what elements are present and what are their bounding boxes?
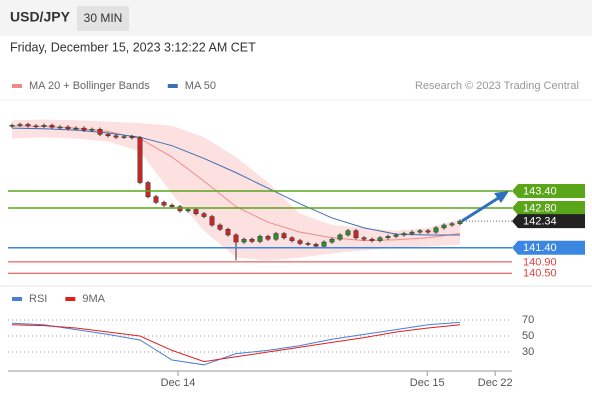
candle-body xyxy=(153,196,159,203)
candle-body xyxy=(193,209,199,214)
forecast-arrow-head xyxy=(494,191,509,203)
candle-body xyxy=(137,137,143,183)
candle-body xyxy=(89,129,95,131)
datetime: Friday, December 15, 2023 3:12:22 AM CET xyxy=(10,40,256,54)
legend-label: RSI xyxy=(29,293,47,305)
level-label: 142.34 xyxy=(523,215,557,227)
series-line xyxy=(11,127,460,236)
candle-body xyxy=(201,213,207,217)
x-tick-label: Dec 22 xyxy=(478,377,513,389)
candle-body xyxy=(17,124,23,126)
candle-body xyxy=(265,236,271,240)
candle-body xyxy=(9,125,15,127)
candle-body xyxy=(129,136,135,139)
level-label: 141.40 xyxy=(523,242,557,254)
symbol: USD/JPY xyxy=(10,9,71,25)
candle-body xyxy=(257,236,263,242)
candle-body xyxy=(353,230,359,239)
x-tick-label: Dec 15 xyxy=(410,377,445,389)
candle-body xyxy=(225,229,231,236)
level-box xyxy=(512,201,585,216)
candle-body xyxy=(73,127,79,130)
level-label: 142.80 xyxy=(523,202,557,214)
candle-body xyxy=(113,135,119,138)
candle-body xyxy=(377,237,383,241)
candle-body xyxy=(81,127,87,131)
legend-label: 9MA xyxy=(82,293,105,305)
candle-body xyxy=(433,227,439,233)
candle-body xyxy=(281,233,287,239)
level-box xyxy=(512,240,585,255)
candle-body xyxy=(145,182,151,197)
candle-body xyxy=(105,134,111,137)
candle-body xyxy=(425,230,431,233)
candle-body xyxy=(273,233,279,240)
candle-body xyxy=(321,241,327,247)
legend-swatch xyxy=(12,84,22,88)
candle-body xyxy=(33,125,39,128)
candle-body xyxy=(41,125,47,127)
candle-body xyxy=(385,236,391,239)
candle-body xyxy=(249,238,255,242)
legend-swatch xyxy=(12,297,22,301)
candle-body xyxy=(185,209,191,212)
candle-body xyxy=(169,204,175,207)
interval-label[interactable]: 30 MIN xyxy=(84,11,123,25)
candle-body xyxy=(297,240,303,244)
candle-body xyxy=(449,223,455,226)
candle-body xyxy=(121,136,127,138)
candle-body xyxy=(369,238,375,241)
candle-body xyxy=(217,224,223,230)
y-tick-label: 30 xyxy=(522,346,534,358)
level-label: 140.90 xyxy=(523,256,557,268)
level-label: 140.50 xyxy=(523,268,557,280)
legend-swatch xyxy=(167,84,178,88)
candle-body xyxy=(241,238,247,243)
legend-label: MA 20 + Bollinger Bands xyxy=(29,80,150,92)
level-box xyxy=(512,214,585,229)
candle-body xyxy=(233,234,239,243)
candle-body xyxy=(361,237,367,240)
y-tick-label: 70 xyxy=(522,314,534,326)
series-line xyxy=(11,321,461,366)
candle-body xyxy=(345,230,351,236)
y-tick-label: 50 xyxy=(522,330,534,342)
candle-body xyxy=(305,243,311,245)
x-tick-label: Dec 14 xyxy=(161,377,196,389)
candle-body xyxy=(337,234,343,240)
candle-body xyxy=(393,234,399,237)
candle-body xyxy=(417,230,423,233)
series-line xyxy=(11,324,461,363)
candle-body xyxy=(25,124,31,127)
candle-body xyxy=(329,238,335,243)
candle-body xyxy=(161,202,167,206)
legend-label: MA 50 xyxy=(185,80,216,92)
series-line xyxy=(11,125,461,242)
candle-body xyxy=(65,126,71,129)
bollinger-band xyxy=(12,119,460,261)
candle-body xyxy=(97,129,103,135)
forecast-arrow xyxy=(461,195,501,223)
candle-body xyxy=(401,233,407,236)
candle-body xyxy=(49,125,55,128)
level-box xyxy=(512,184,585,199)
level-label: 143.40 xyxy=(523,185,557,197)
interval-button[interactable] xyxy=(77,6,129,31)
candle-body xyxy=(313,244,319,247)
candle-body xyxy=(441,224,447,229)
candle-body xyxy=(209,216,215,226)
candle-body xyxy=(289,237,295,241)
candle-body xyxy=(409,231,415,234)
credit: Research © 2023 Trading Central xyxy=(415,80,579,92)
candle-body xyxy=(57,126,63,129)
legend-swatch xyxy=(65,297,76,301)
